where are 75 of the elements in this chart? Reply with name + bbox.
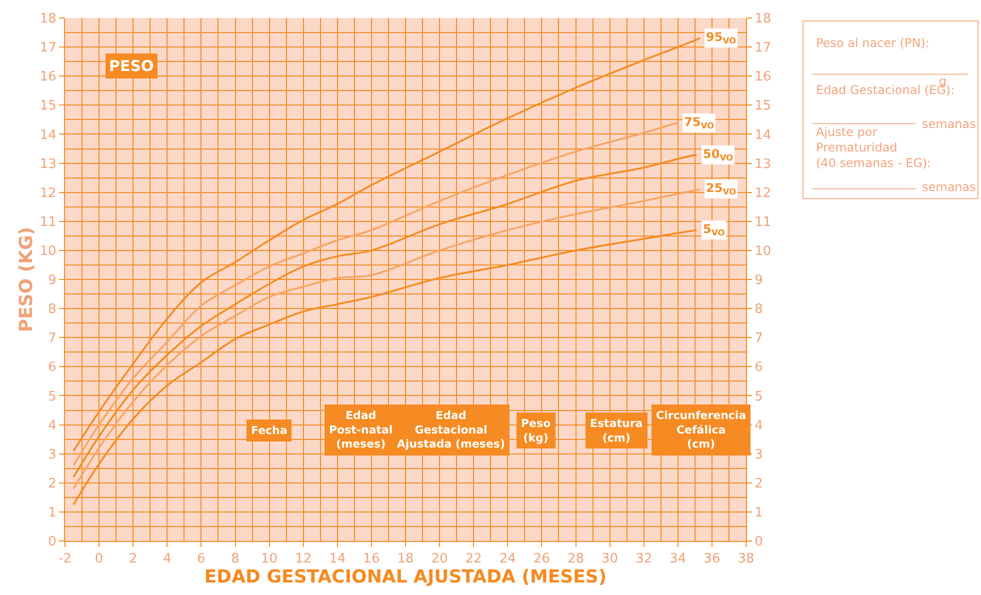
x-tick-label: 28 [567,552,584,567]
annotation: Estatura (cm) [590,417,643,444]
y-tick-label: 1 [48,505,56,520]
y2-tick-label: 8 [754,302,763,318]
y2-tick-label: 5 [754,389,763,404]
x-tick-label: -2 [58,552,72,567]
y-tick-label: 9 [48,273,56,288]
x-tick-label: 30 [602,552,618,567]
y-tick-label: 7 [48,331,56,346]
y2-tick-label: 16 [754,70,772,85]
x-tick-label: 24 [499,552,516,567]
x-tick-label: 20 [431,552,448,567]
x-tick-label: 4 [163,552,172,567]
y2-tick-label: 11 [754,214,772,230]
y-tick-label: 6 [48,360,56,376]
x-tick-label: 26 [533,552,550,567]
y2-tick-label: 7 [754,331,763,346]
y-tick-label: 0 [48,534,56,550]
series-label: 5$_{VO}$ [703,222,725,238]
x-tick-label: 2 [128,552,138,567]
annotation: Edad Post-natal (meses) [329,409,393,451]
y-tick-label: 10 [40,244,56,259]
y-tick-label: 2 [48,476,56,492]
y-tick-label: 4 [48,418,56,434]
y-tick-label: 8 [48,302,56,318]
annotation: Peso (kg) [521,417,552,444]
y2-tick-label: 13 [754,156,772,172]
y2-tick-label: 4 [754,418,763,434]
y-tick-label: 3 [48,447,56,462]
x-tick-label: 6 [197,552,206,567]
y2-tick-label: 10 [754,244,772,259]
x-tick-label: 0 [94,552,104,567]
text: Peso al nacer (PN): [816,36,930,50]
x-tick-label: 10 [261,552,278,567]
y2-tick-label: 9 [754,273,763,288]
y-tick-label: 18 [40,12,56,27]
x-tick-label: 16 [363,552,380,567]
x-tick-label: 34 [670,552,686,567]
series-label: 75$_{VO}$ [684,115,714,131]
x-tick-label: 36 [704,552,720,567]
y2-tick-label: 18 [754,12,772,27]
y2-tick-label: 3 [754,447,763,462]
annotation: Edad Gestacional Ajustada (meses) [397,409,506,451]
annotation: Circunferencia Cefálica (cm) [656,409,746,451]
text: semanas [922,180,976,194]
y-tick-label: 17 [40,40,56,56]
y-tick-label: 15 [40,98,56,114]
x-tick-label: 14 [329,552,346,567]
series-label: 25$_{VO}$ [706,181,736,197]
x-tick-label: 18 [397,552,414,567]
y2-tick-label: 12 [754,186,772,201]
x-tick-label: 8 [231,552,240,567]
y2-tick-label: 15 [754,98,772,114]
series-label: 50$_{VO}$ [703,147,734,163]
annotation: Fecha [251,424,288,437]
y2-tick-label: 14 [754,128,772,143]
y-tick-label: 14 [40,128,56,143]
x-tick-label: 38 [738,552,754,567]
series-label: 95$_{VO}$ [706,30,736,46]
y-tick-label: 12 [40,186,56,201]
y-tick-label: 5 [48,389,56,404]
x-tick-label: 32 [636,552,652,567]
y2-tick-label: 0 [754,534,763,550]
y-tick-label: 11 [40,214,56,230]
x-tick-label: 22 [465,552,482,567]
y-tick-label: 13 [40,156,56,172]
y-tick-label: 16 [40,70,56,85]
y2-tick-label: 17 [754,40,772,56]
y2-tick-label: 6 [754,360,763,376]
x-tick-label: 12 [295,552,312,567]
x-axis-title: EDAD GESTACIONAL AJUSTADA (MESES) [204,566,607,588]
y2-tick-label: 1 [754,505,763,520]
y-axis-title: PESO (KG) [16,226,38,332]
text: PESO [109,57,154,75]
y2-tick-label: 2 [754,476,763,492]
